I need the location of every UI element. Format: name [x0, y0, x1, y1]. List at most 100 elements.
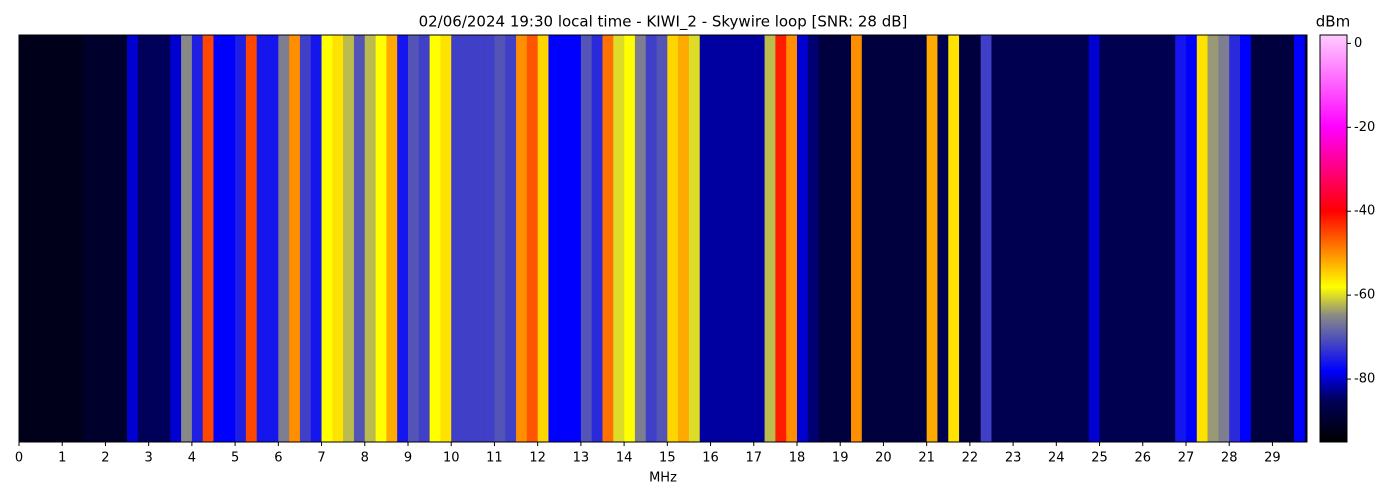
x-tick-label: 18 [789, 451, 806, 466]
spectrum-cell [775, 35, 787, 442]
spectrum-cell [1056, 35, 1068, 442]
colorbar-label: dBm [1316, 13, 1350, 31]
x-tick-label: 27 [1178, 451, 1195, 466]
spectrum-cell [462, 35, 474, 442]
spectrum-cell [40, 35, 52, 442]
x-tick-label: 20 [875, 451, 892, 466]
spectrum-cell [73, 35, 85, 442]
spectrum-cell [688, 35, 701, 442]
x-tick-label: 26 [1134, 451, 1151, 466]
spectrum-cell [1185, 35, 1198, 442]
spectrum-cell [1099, 35, 1111, 442]
spectrum-cell [840, 35, 852, 442]
spectrum-cell [591, 35, 603, 442]
x-tick-label: 8 [361, 451, 369, 466]
colorbar-tick-label: 0 [1354, 36, 1362, 51]
x-tick-label: 7 [317, 451, 325, 466]
spectrum-cell [959, 35, 971, 442]
spectrum-cell [613, 35, 625, 442]
spectrum-cell [807, 35, 819, 442]
spectrum-cell [851, 35, 863, 442]
spectrum-cell [505, 35, 517, 442]
spectrum-cell [224, 35, 236, 442]
x-tick-label: 11 [486, 451, 503, 466]
spectrum-cell [364, 35, 376, 442]
x-tick-label: 28 [1221, 451, 1238, 466]
spectrum-cell [1164, 35, 1176, 442]
spectrum-cell [472, 35, 484, 442]
spectrum-cell [537, 35, 549, 442]
spectrum-cell [786, 35, 798, 442]
spectrum-cell [494, 35, 506, 442]
spectrum-cell [105, 35, 117, 442]
spectrum-cell [1250, 35, 1262, 442]
spectrum-cell [526, 35, 538, 442]
chart-title: 02/06/2024 19:30 local time - KIWI_2 - S… [419, 13, 908, 32]
spectrum-cell [321, 35, 333, 442]
spectrum-cell [645, 35, 657, 442]
spectrum-cell [289, 35, 301, 442]
colorbar-tick-label: -80 [1354, 372, 1375, 387]
spectrum-cell [1175, 35, 1187, 442]
spectrum-cell [710, 35, 722, 442]
spectrum-cell [1261, 35, 1273, 442]
spectrum-cell [1196, 35, 1208, 442]
spectrum-cell [332, 35, 344, 442]
x-tick-label: 16 [702, 451, 719, 466]
spectrum-cell [883, 35, 895, 442]
spectrum-cell [1067, 35, 1079, 442]
spectrum-cell [1304, 35, 1308, 442]
colorbar [1319, 34, 1348, 443]
spectrum-cell [905, 35, 917, 442]
x-tick-label: 9 [404, 451, 412, 466]
spectrum-cell [1013, 35, 1025, 442]
spectrum-cell [894, 35, 906, 442]
spectrum-cell [386, 35, 398, 442]
spectrum-cell [861, 35, 873, 442]
spectrum-cell [429, 35, 441, 442]
spectrum-cell [1121, 35, 1133, 442]
spectrum-cell [818, 35, 830, 442]
spectrum-cell [19, 35, 31, 442]
spectrum-cell [753, 35, 765, 442]
plot-frame [18, 34, 1308, 443]
spectrum-cell [483, 35, 495, 442]
spectrum-cell [570, 35, 582, 442]
spectrum-cell [1077, 35, 1090, 442]
spectrum-cell [353, 35, 366, 442]
spectrum-cell [1207, 35, 1219, 442]
spectrum-cell [634, 35, 647, 442]
spectrum-cell [602, 35, 614, 442]
spectrum-cell [624, 35, 636, 442]
spectrum-cell [202, 35, 214, 442]
spectrum-cell [1153, 35, 1165, 442]
spectrum-cell [170, 35, 182, 442]
spectrum-cell [137, 35, 149, 442]
spectrum-cell [548, 35, 560, 442]
spectrum-cell [375, 35, 387, 442]
spectrum-cell [299, 35, 312, 442]
spectrum-cell [764, 35, 776, 442]
spectrum-cell [1131, 35, 1144, 442]
spectrum-cell [678, 35, 690, 442]
spectrum-cell [667, 35, 679, 442]
spectrum-cell [1142, 35, 1154, 442]
spectrum-cell [516, 35, 528, 442]
spectrum-cell [969, 35, 981, 442]
x-tick-label: 1 [58, 451, 66, 466]
spectrum-cell [699, 35, 711, 442]
spectrum-cell [440, 35, 452, 442]
spectrum-cell [926, 35, 938, 442]
spectrum-cell [51, 35, 63, 442]
spectrum-cell [148, 35, 160, 442]
spectrum-cell [278, 35, 290, 442]
spectrum-cell [742, 35, 755, 442]
spectrum-cell [1023, 35, 1036, 442]
x-tick-label: 2 [101, 451, 109, 466]
colorbar-tick-label: -60 [1354, 288, 1375, 303]
spectrum-cell [407, 35, 420, 442]
spectrum-cell [980, 35, 992, 442]
spectrum-cell [397, 35, 409, 442]
spectrum-cell [872, 35, 884, 442]
